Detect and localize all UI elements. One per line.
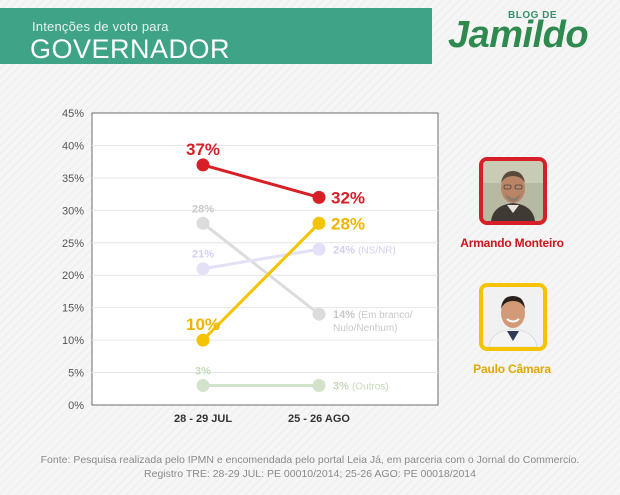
series-point xyxy=(196,158,210,172)
series-point xyxy=(196,262,210,276)
series-note: (NS/NR) xyxy=(358,245,396,256)
series-line xyxy=(202,163,320,199)
series-point xyxy=(196,333,210,347)
source-footer: Fonte: Pesquisa realizada pelo IPMN e en… xyxy=(0,453,620,481)
series-point xyxy=(196,216,210,230)
paulo-camara-label: Paulo Câmara xyxy=(473,362,551,376)
series-line xyxy=(202,222,320,316)
x-tick-label: 25 - 26 AGO xyxy=(288,413,350,425)
paulo-camara-portrait-icon xyxy=(483,287,543,347)
title-main: GOVERNADOR xyxy=(30,34,231,64)
data-label-value: 24% xyxy=(333,244,358,256)
y-tick-label: 25% xyxy=(62,238,84,250)
series-point xyxy=(312,242,326,256)
logo-main-text: Jamildo xyxy=(448,14,589,56)
y-tick-label: 45% xyxy=(62,108,84,120)
blog-logo: BLOG DE Jamildo xyxy=(442,6,612,64)
y-tick-label: 20% xyxy=(62,270,84,282)
data-label: 10% xyxy=(186,315,220,334)
data-label: 28% xyxy=(331,214,365,233)
series-line xyxy=(201,222,321,342)
armando-monteiro-portrait-icon xyxy=(483,161,543,221)
data-label-value: 14% xyxy=(333,309,358,321)
footer-line-1: Fonte: Pesquisa realizada pelo IPMN e en… xyxy=(40,454,580,466)
series-note: Nulo/Nenhum) xyxy=(333,323,397,334)
series-line xyxy=(202,247,320,271)
armando-monteiro-label: Armando Monteiro xyxy=(460,236,564,250)
data-label: 28% xyxy=(192,203,214,215)
title-banner: Intenções de voto para GOVERNADOR xyxy=(0,8,432,64)
series-note: (Outros) xyxy=(352,382,389,393)
data-label: 21% xyxy=(192,249,214,261)
y-tick-label: 15% xyxy=(62,303,84,315)
paulo-camara-photo xyxy=(479,283,547,351)
series-point xyxy=(196,379,210,393)
footer-line-2: Registro TRE: 28-29 JUL: PE 00010/2014; … xyxy=(144,468,476,480)
series-point xyxy=(312,307,326,321)
data-label: 3% (Outros) xyxy=(333,381,389,393)
data-label: 37% xyxy=(186,140,220,159)
data-label: 24% (NS/NR) xyxy=(333,244,396,256)
logo-top-text: BLOG DE xyxy=(508,10,558,21)
series-point xyxy=(312,379,326,393)
y-tick-label: 30% xyxy=(62,205,84,217)
series-point xyxy=(312,190,326,204)
y-tick-label: 10% xyxy=(62,335,84,347)
y-tick-label: 35% xyxy=(62,173,84,185)
y-tick-label: 5% xyxy=(68,368,84,380)
data-label: 3% xyxy=(195,366,211,378)
data-label: 14% (Em branco/ xyxy=(333,309,413,321)
data-label: 32% xyxy=(331,188,365,207)
series-point xyxy=(312,216,326,230)
y-tick-label: 40% xyxy=(62,140,84,152)
title-subtitle: Intenções de voto para xyxy=(32,19,169,34)
armando-monteiro-photo xyxy=(479,157,547,225)
data-label-value: 3% xyxy=(333,381,352,393)
series-note: (Em branco/ xyxy=(358,310,413,321)
x-tick-label: 28 - 29 JUL xyxy=(174,413,232,425)
y-tick-label: 0% xyxy=(68,400,84,412)
